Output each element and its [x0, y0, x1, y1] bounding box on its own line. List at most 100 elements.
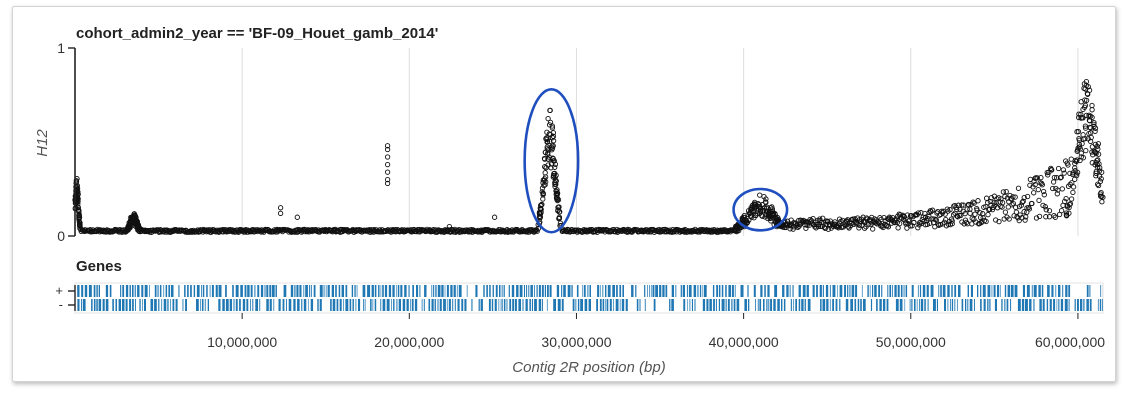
gene-mark — [829, 285, 831, 297]
chart-card — [12, 6, 1116, 382]
gene-mark — [393, 299, 395, 311]
data-point — [544, 135, 550, 141]
gene-mark — [335, 285, 337, 297]
gene-mark — [515, 299, 517, 311]
gene-mark — [423, 299, 425, 311]
gene-mark — [184, 285, 186, 297]
gene-mark — [951, 299, 954, 311]
gene-mark — [1068, 285, 1071, 297]
gene-mark — [225, 299, 229, 311]
data-point — [885, 224, 892, 230]
data-point — [763, 199, 769, 206]
gene-mark — [77, 285, 80, 297]
gene-mark — [1065, 285, 1068, 297]
gene-mark — [636, 299, 639, 311]
gene-mark — [378, 285, 380, 297]
data-point — [1087, 130, 1094, 136]
gene-mark — [748, 299, 750, 311]
data-point — [535, 225, 542, 232]
data-point — [277, 210, 284, 217]
gene-mark — [168, 285, 170, 297]
gene-mark — [461, 299, 464, 311]
data-point — [1062, 198, 1068, 205]
gene-mark — [522, 299, 524, 311]
gene-mark — [897, 285, 900, 297]
data-point — [954, 213, 960, 219]
x-axis-label: Contig 2R position (bp) — [512, 359, 665, 376]
gene-mark — [98, 285, 100, 297]
gene-mark — [892, 285, 893, 297]
gene-mark — [759, 299, 762, 311]
data-point — [774, 217, 780, 223]
data-point — [1098, 189, 1104, 196]
data-point — [551, 172, 557, 179]
gene-mark — [386, 299, 390, 311]
gene-mark — [854, 299, 857, 311]
gene-mark — [947, 285, 950, 297]
data-point — [1015, 185, 1022, 191]
gene-mark — [655, 285, 658, 297]
gene-mark — [193, 285, 196, 297]
data-point — [897, 220, 903, 227]
gene-mark — [961, 299, 964, 311]
data-point — [1009, 202, 1015, 208]
gene-mark — [704, 285, 707, 297]
gene-mark — [266, 285, 269, 297]
gene-mark — [602, 299, 605, 311]
gene-mark — [782, 285, 785, 297]
gene-mark — [400, 285, 403, 297]
data-point — [491, 214, 498, 220]
x-tick-label: 10,000,000 — [207, 334, 277, 350]
gene-mark — [715, 299, 717, 311]
data-point — [541, 155, 548, 162]
gene-mark — [804, 299, 806, 311]
gene-mark — [290, 285, 294, 297]
gene-mark — [77, 299, 80, 311]
gene-mark — [727, 299, 730, 311]
gene-mark — [332, 299, 336, 311]
gene-mark — [1000, 285, 1001, 297]
data-point — [983, 218, 989, 225]
data-point — [1045, 172, 1051, 178]
gene-mark — [728, 285, 732, 297]
gene-mark — [170, 285, 174, 297]
genes-track — [74, 282, 1104, 314]
gene-mark — [820, 299, 822, 311]
data-point — [1043, 214, 1049, 220]
gene-mark — [185, 299, 187, 311]
data-point — [1038, 174, 1044, 181]
gene-mark — [806, 285, 809, 297]
data-point — [1042, 204, 1048, 210]
gene-mark — [740, 285, 744, 297]
data-point — [921, 218, 927, 225]
data-point — [747, 210, 753, 216]
gene-mark — [457, 299, 460, 311]
data-point — [1067, 201, 1073, 208]
gene-mark — [157, 285, 159, 297]
data-point — [1076, 111, 1082, 117]
gene-mark — [876, 299, 878, 311]
gene-mark — [165, 285, 168, 297]
gene-mark — [331, 285, 334, 297]
gene-mark — [448, 299, 451, 311]
gene-mark — [621, 299, 625, 311]
gene-mark — [239, 299, 241, 311]
data-point — [1078, 150, 1084, 156]
gene-mark — [1080, 299, 1083, 311]
gene-mark — [310, 285, 312, 297]
gene-mark — [1021, 299, 1025, 311]
gene-mark — [1010, 285, 1014, 297]
gene-mark — [917, 285, 919, 297]
gene-mark — [753, 285, 756, 297]
gene-mark — [269, 299, 272, 311]
gene-mark — [635, 285, 637, 297]
gene-mark — [388, 285, 392, 297]
gene-mark — [1058, 299, 1060, 311]
gene-mark — [571, 285, 573, 297]
data-point — [958, 212, 964, 219]
data-point — [1089, 102, 1095, 109]
gene-mark — [977, 285, 979, 297]
gene-mark — [371, 285, 374, 297]
gene-mark — [903, 285, 905, 297]
gene-mark — [938, 285, 940, 297]
